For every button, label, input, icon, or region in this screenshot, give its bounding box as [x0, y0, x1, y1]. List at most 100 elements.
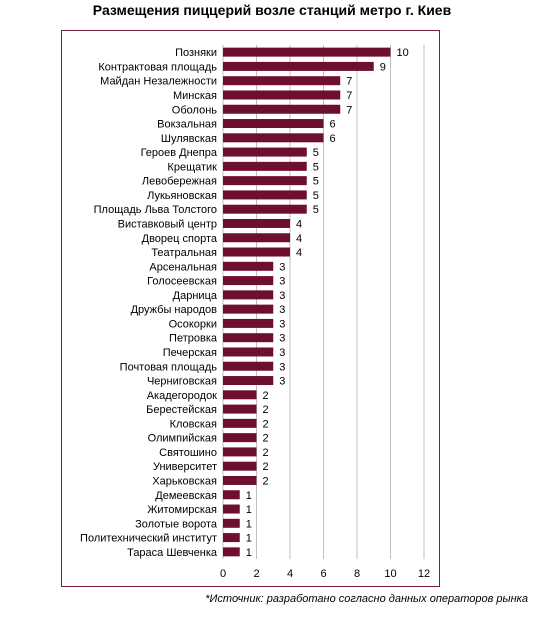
bar: [223, 176, 307, 186]
bar: [223, 490, 240, 500]
category-label: Лукьяновская: [147, 190, 217, 202]
bar: [223, 90, 341, 100]
bar: [223, 418, 257, 428]
data-label: 2: [263, 433, 269, 445]
bar: [223, 461, 257, 471]
bar: [223, 404, 257, 414]
category-label: Черниговская: [147, 376, 217, 388]
category-label: Харьковская: [152, 475, 217, 487]
bar: [223, 547, 240, 557]
x-tick-label: 4: [287, 568, 293, 580]
bar: [223, 475, 257, 485]
data-label: 9: [380, 61, 386, 73]
data-label: 4: [296, 218, 302, 230]
data-label: 7: [346, 104, 352, 116]
bar: [223, 247, 290, 257]
x-tick-label: 8: [354, 568, 360, 580]
category-label: Голосеевская: [147, 276, 217, 288]
data-label: 2: [263, 404, 269, 416]
data-label: 2: [263, 447, 269, 459]
bar: [223, 233, 290, 243]
data-label: 4: [296, 233, 302, 245]
bar: [223, 376, 274, 386]
category-label: Кловская: [170, 418, 217, 430]
category-label: Олимпийская: [148, 433, 217, 445]
data-label: 1: [246, 504, 252, 516]
category-label: Героев Днепра: [141, 147, 218, 159]
bar: [223, 161, 307, 171]
category-label: Виставковый центр: [118, 218, 217, 230]
category-label: Осокорки: [169, 318, 217, 330]
bar: [223, 347, 274, 357]
bar: [223, 204, 307, 214]
data-label: 3: [279, 376, 285, 388]
category-label: Левобережная: [142, 176, 217, 188]
data-label: 6: [330, 119, 336, 131]
category-label: Дружбы народов: [131, 304, 218, 316]
category-label: Университет: [153, 461, 217, 473]
bar: [223, 190, 307, 200]
bar: [223, 218, 290, 228]
data-label: 4: [296, 247, 302, 259]
data-label: 5: [313, 204, 319, 216]
category-label: Берестейская: [146, 404, 217, 416]
data-label: 2: [263, 461, 269, 473]
bar: [223, 147, 307, 157]
data-label: 3: [279, 261, 285, 273]
data-label: 1: [246, 533, 252, 545]
bar: [223, 47, 391, 57]
category-label: Майдан Незалежности: [100, 76, 217, 88]
category-label: Театральная: [151, 247, 217, 259]
data-label: 5: [313, 161, 319, 173]
category-label: Арсенальная: [149, 261, 217, 273]
category-label: Дарница: [173, 290, 218, 302]
data-label: 3: [279, 318, 285, 330]
category-label: Позняки: [175, 47, 217, 59]
data-label: 3: [279, 361, 285, 373]
bar: [223, 290, 274, 300]
data-label: 5: [313, 147, 319, 159]
bar: [223, 304, 274, 314]
bar: [223, 533, 240, 543]
data-label: 1: [246, 518, 252, 530]
bar: [223, 276, 274, 286]
category-label: Шулявская: [161, 133, 217, 145]
category-label: Золотые ворота: [135, 518, 218, 530]
data-label: 7: [346, 90, 352, 102]
category-label: Акадегородок: [147, 390, 217, 402]
bar: [223, 76, 341, 86]
category-label: Печерская: [163, 347, 217, 359]
data-label: 2: [263, 475, 269, 487]
bar: [223, 433, 257, 443]
category-label: Оболонь: [172, 104, 217, 116]
category-label: Петровка: [169, 333, 218, 345]
category-label: Контрактовая площадь: [98, 61, 217, 73]
data-label: 2: [263, 390, 269, 402]
category-label: Почтовая площадь: [120, 361, 218, 373]
x-tick-label: 12: [418, 568, 430, 580]
x-tick-label: 10: [384, 568, 396, 580]
category-label: Демеевская: [155, 490, 217, 502]
data-label: 5: [313, 176, 319, 188]
bar: [223, 119, 324, 129]
bar: [223, 133, 324, 143]
x-tick-label: 0: [220, 568, 226, 580]
x-tick-label: 6: [320, 568, 326, 580]
data-label: 6: [330, 133, 336, 145]
category-label: Тараса Шевченка: [127, 547, 218, 559]
data-label: 3: [279, 304, 285, 316]
category-label: Дворец спорта: [142, 233, 218, 245]
source-note: *Источник: разработано согласно данных о…: [205, 593, 528, 605]
data-label: 3: [279, 276, 285, 288]
x-tick-label: 2: [253, 568, 259, 580]
category-label: Минская: [173, 90, 217, 102]
bar: [223, 390, 257, 400]
chart-frame: [61, 30, 440, 587]
bar: [223, 333, 274, 343]
data-label: 5: [313, 190, 319, 202]
bar: [223, 504, 240, 514]
bar: [223, 261, 274, 271]
bar: [223, 518, 240, 528]
category-label: Святошино: [159, 447, 217, 459]
